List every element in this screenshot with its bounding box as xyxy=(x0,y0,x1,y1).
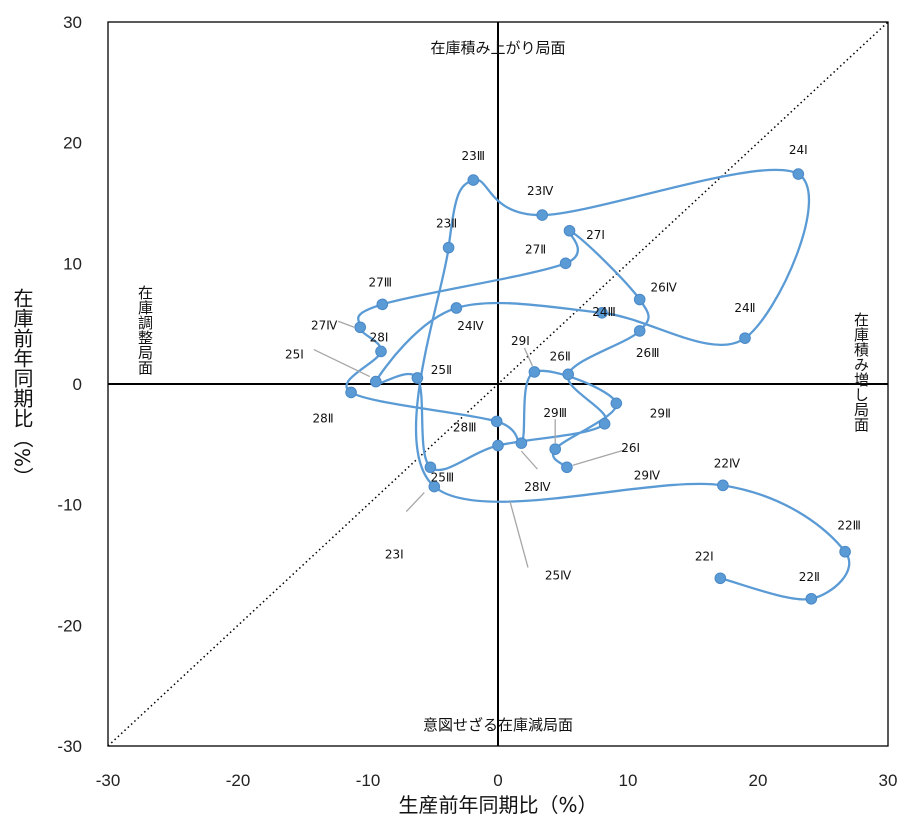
point-label: 26Ⅱ xyxy=(550,349,571,363)
data-point xyxy=(442,241,455,254)
x-tick-label: 0 xyxy=(493,771,502,790)
y-tick-label: -10 xyxy=(57,496,82,515)
point-label: 24Ⅱ xyxy=(734,301,755,315)
point-label: 23Ⅲ xyxy=(462,149,486,163)
region-label-bottom: 意図せざる在庫減局面 xyxy=(423,716,573,734)
data-point xyxy=(345,386,357,399)
data-point xyxy=(805,592,818,605)
point-label: 25Ⅰ xyxy=(285,348,304,362)
data-point xyxy=(596,307,608,319)
data-point xyxy=(528,366,541,378)
y-axis-title: 在庫前年同期比（%） xyxy=(10,288,34,487)
leader-line xyxy=(405,492,425,513)
data-point xyxy=(536,209,549,221)
leader-line xyxy=(509,501,529,568)
x-tick-label: 20 xyxy=(749,771,768,790)
point-label: 29Ⅰ xyxy=(511,334,530,348)
point-label: 23Ⅰ xyxy=(385,548,404,562)
region-label-left: 在庫調整局面 xyxy=(136,285,154,375)
leader-line xyxy=(572,448,628,466)
data-point xyxy=(411,372,424,384)
point-label: 23Ⅳ xyxy=(527,184,553,198)
point-label: 28Ⅰ xyxy=(370,330,389,344)
point-label: 26Ⅰ xyxy=(621,441,640,455)
data-point xyxy=(370,375,382,388)
point-label: 28Ⅱ xyxy=(313,411,334,425)
y-tick-label: 0 xyxy=(73,375,82,394)
x-axis-title: 生産前年同期比（%） xyxy=(398,793,597,817)
point-label: 26Ⅲ xyxy=(636,346,660,360)
x-tick-label: 10 xyxy=(619,771,638,790)
point-label: 27Ⅰ xyxy=(586,228,605,242)
point-label: 27Ⅱ xyxy=(525,242,546,256)
point-label: 25Ⅲ xyxy=(431,470,455,484)
data-point xyxy=(792,168,805,180)
y-tick-label: -30 xyxy=(57,737,82,756)
point-label: 27Ⅳ xyxy=(311,318,337,332)
point-label: 22Ⅳ xyxy=(714,456,740,470)
data-point xyxy=(376,298,389,311)
region-label-top: 在庫積み上がり局面 xyxy=(430,39,565,57)
point-label: 23Ⅱ xyxy=(436,217,457,231)
x-tick-label: -10 xyxy=(356,771,381,790)
leader-line xyxy=(520,450,538,470)
data-point xyxy=(375,345,387,358)
y-tick-label: 10 xyxy=(63,254,82,273)
y-tick-label: 20 xyxy=(63,134,82,153)
data-point xyxy=(610,397,623,410)
data-point xyxy=(714,572,727,585)
y-tick-label: 30 xyxy=(63,13,82,32)
x-tick-label: 30 xyxy=(879,771,898,790)
point-label: 24Ⅲ xyxy=(592,305,616,319)
data-point xyxy=(561,461,573,474)
point-label: 24Ⅳ xyxy=(457,319,483,333)
point-label: 28Ⅳ xyxy=(524,480,550,494)
point-label: 27Ⅲ xyxy=(369,275,393,289)
data-point xyxy=(354,321,367,334)
point-label: 29Ⅲ xyxy=(543,406,567,420)
y-tick-label: -20 xyxy=(57,616,82,635)
point-label: 24Ⅰ xyxy=(789,143,808,157)
data-point xyxy=(563,224,576,237)
data-point xyxy=(492,439,504,452)
data-point xyxy=(450,302,463,314)
point-label: 29Ⅱ xyxy=(650,406,671,420)
point-label: 29Ⅳ xyxy=(634,468,660,482)
point-label: 25Ⅱ xyxy=(431,363,452,377)
data-point xyxy=(633,325,646,337)
data-point xyxy=(467,174,480,186)
data-point xyxy=(428,480,441,493)
region-label-right: 在庫積み増し局面 xyxy=(852,312,870,432)
point-label: 28Ⅲ xyxy=(453,420,477,434)
data-point xyxy=(424,461,437,474)
data-point xyxy=(739,332,751,344)
leader-line xyxy=(523,347,533,367)
point-label: 22Ⅲ xyxy=(837,519,861,533)
x-tick-label: -20 xyxy=(226,771,251,790)
data-point xyxy=(559,257,572,270)
data-point xyxy=(515,437,528,449)
point-label: 26Ⅳ xyxy=(651,281,677,295)
point-label: 22Ⅰ xyxy=(695,549,714,563)
x-tick-label: -30 xyxy=(96,771,121,790)
data-point xyxy=(549,443,562,455)
data-point xyxy=(490,415,503,428)
leader-line xyxy=(313,349,371,378)
point-label: 22Ⅱ xyxy=(799,570,820,584)
data-point xyxy=(839,545,851,558)
data-point xyxy=(598,418,611,430)
leader-line xyxy=(337,320,355,328)
data-point xyxy=(633,293,646,306)
data-point xyxy=(717,479,729,492)
point-label: 25Ⅳ xyxy=(545,569,571,583)
data-point xyxy=(562,368,575,381)
